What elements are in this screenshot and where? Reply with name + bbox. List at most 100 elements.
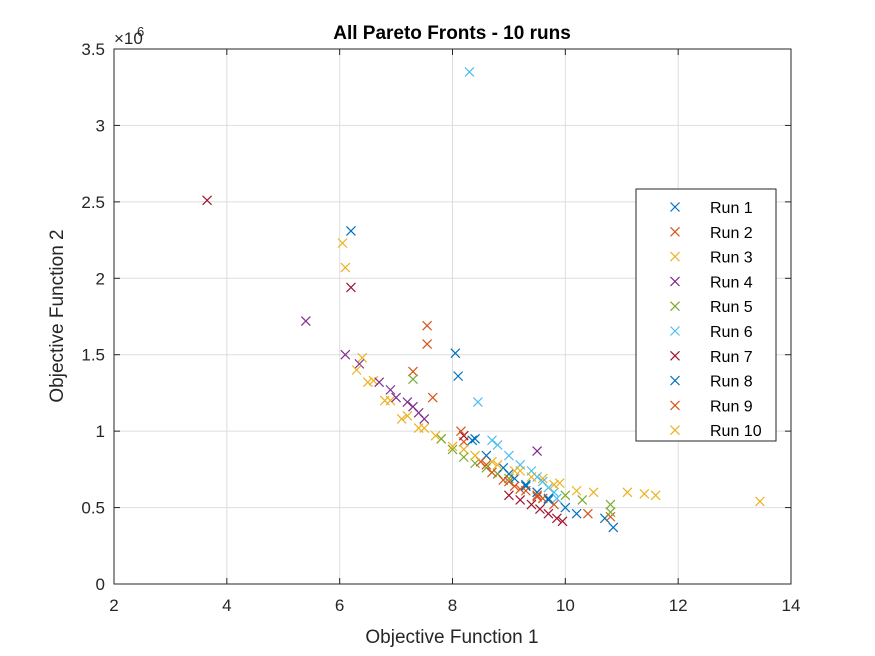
data-point-run-8 (560, 502, 571, 513)
data-point-run-2 (503, 476, 514, 487)
y-tick-label: 2.5 (81, 193, 105, 212)
data-point-run-4 (374, 377, 385, 388)
data-point-run-10 (492, 459, 503, 470)
data-point-run-1 (571, 508, 582, 519)
x-tick-label: 14 (782, 596, 801, 615)
data-point-run-7 (503, 490, 514, 501)
data-point-run-6 (464, 67, 475, 77)
data-point-run-8 (467, 435, 478, 446)
data-point-run-6 (472, 397, 483, 408)
data-point-run-8 (509, 473, 520, 484)
legend-label-run-1: Run 1 (710, 200, 753, 217)
data-point-run-10 (430, 430, 441, 441)
data-point-run-3 (554, 478, 565, 489)
data-point-run-9 (498, 475, 509, 485)
legend-label-run-10: Run 10 (710, 423, 762, 440)
data-point-run-10 (549, 479, 559, 490)
data-point-run-5 (560, 490, 571, 501)
legend-marker-run-10 (670, 425, 680, 436)
data-point-run-4 (419, 413, 430, 424)
data-point-run-6 (487, 435, 497, 446)
data-point-run-9 (509, 481, 520, 492)
data-point-run-7 (202, 195, 213, 206)
legend-marker-run-6 (670, 326, 680, 336)
data-point-run-9 (537, 493, 548, 504)
data-point-run-3 (571, 485, 582, 496)
x-tick-label: 8 (448, 596, 457, 615)
data-point-run-5 (408, 374, 418, 385)
x-tick-label: 12 (669, 596, 688, 615)
data-point-run-3 (368, 375, 379, 386)
data-point-run-3 (622, 487, 633, 498)
legend-label-run-7: Run 7 (710, 349, 753, 366)
data-point-run-8 (498, 462, 509, 473)
data-point-run-7 (551, 513, 562, 524)
data-point-run-1 (608, 522, 619, 533)
data-point-run-9 (532, 490, 543, 501)
data-point-run-10 (351, 365, 362, 375)
data-point-run-10 (396, 413, 407, 424)
legend-marker-run-1 (670, 202, 680, 212)
data-point-run-7 (535, 504, 545, 515)
axis-ticks (113, 48, 792, 585)
data-point-run-4 (340, 349, 351, 360)
legend-marker-run-9 (670, 400, 680, 411)
data-point-run-5 (605, 507, 616, 518)
legend-label-run-4: Run 4 (710, 274, 753, 291)
data-point-run-7 (515, 495, 526, 505)
data-point-run-3 (458, 444, 469, 455)
data-point-run-7 (458, 430, 469, 441)
data-point-run-6 (492, 439, 503, 450)
tick-labels: 2 4 6 8 10 12 14 0 0.5 1 1.5 2 2.5 3 3.5 (81, 40, 800, 615)
data-point-run-8 (520, 481, 531, 492)
x-tick-label: 4 (222, 596, 231, 615)
legend-marker-run-4 (670, 276, 680, 287)
y-tick-label: 0.5 (81, 499, 105, 518)
data-point-run-3 (357, 352, 368, 363)
y-tick-label: 1.5 (81, 346, 105, 365)
data-point-run-3 (340, 262, 351, 273)
x-tick-label: 6 (335, 596, 344, 615)
data-point-run-6 (503, 450, 514, 461)
y-tick-label: 1 (96, 422, 105, 441)
data-point-run-2 (427, 392, 438, 403)
legend-marker-run-8 (670, 375, 680, 386)
data-point-run-4 (354, 358, 365, 369)
data-points (202, 67, 765, 533)
y-axis-label: Objective Function 2 (47, 229, 68, 402)
data-point-run-10 (509, 465, 520, 476)
data-point-run-10 (470, 450, 480, 461)
legend-label-run-2: Run 2 (710, 225, 753, 242)
data-point-run-10 (526, 472, 537, 482)
legend-label-run-9: Run 9 (710, 398, 753, 415)
data-point-run-3 (755, 496, 765, 507)
data-point-run-9 (520, 485, 531, 496)
data-point-run-3 (650, 490, 661, 501)
y-tick-label: 3.5 (81, 40, 105, 59)
data-point-run-2 (422, 339, 433, 349)
data-point-run-10 (447, 441, 458, 452)
data-point-run-3 (537, 473, 548, 484)
data-point-run-3 (402, 410, 413, 421)
data-point-run-4 (391, 392, 402, 403)
data-point-run-3 (588, 487, 599, 498)
data-point-run-1 (450, 348, 461, 359)
data-point-run-5 (470, 458, 480, 469)
data-point-run-2 (532, 491, 543, 502)
x-axis-label: Objective Function 1 (365, 627, 538, 648)
data-point-run-7 (557, 516, 568, 527)
data-point-run-1 (470, 433, 480, 444)
data-point-run-1 (543, 495, 554, 505)
data-point-run-1 (346, 225, 356, 236)
data-point-run-6 (543, 482, 554, 493)
x-tick-label: 2 (109, 596, 118, 615)
legend-marker-run-2 (670, 226, 680, 237)
legend: Run 1 Run 2 Run 3 Run 4 Run 5 Run 6 Run 7 Run 8… (635, 188, 777, 442)
data-point-run-3 (337, 238, 348, 249)
data-point-run-7 (526, 499, 537, 510)
data-point-run-2 (422, 320, 433, 331)
data-point-run-2 (605, 511, 616, 522)
legend-marker-run-3 (670, 251, 680, 262)
data-point-run-2 (515, 484, 526, 495)
